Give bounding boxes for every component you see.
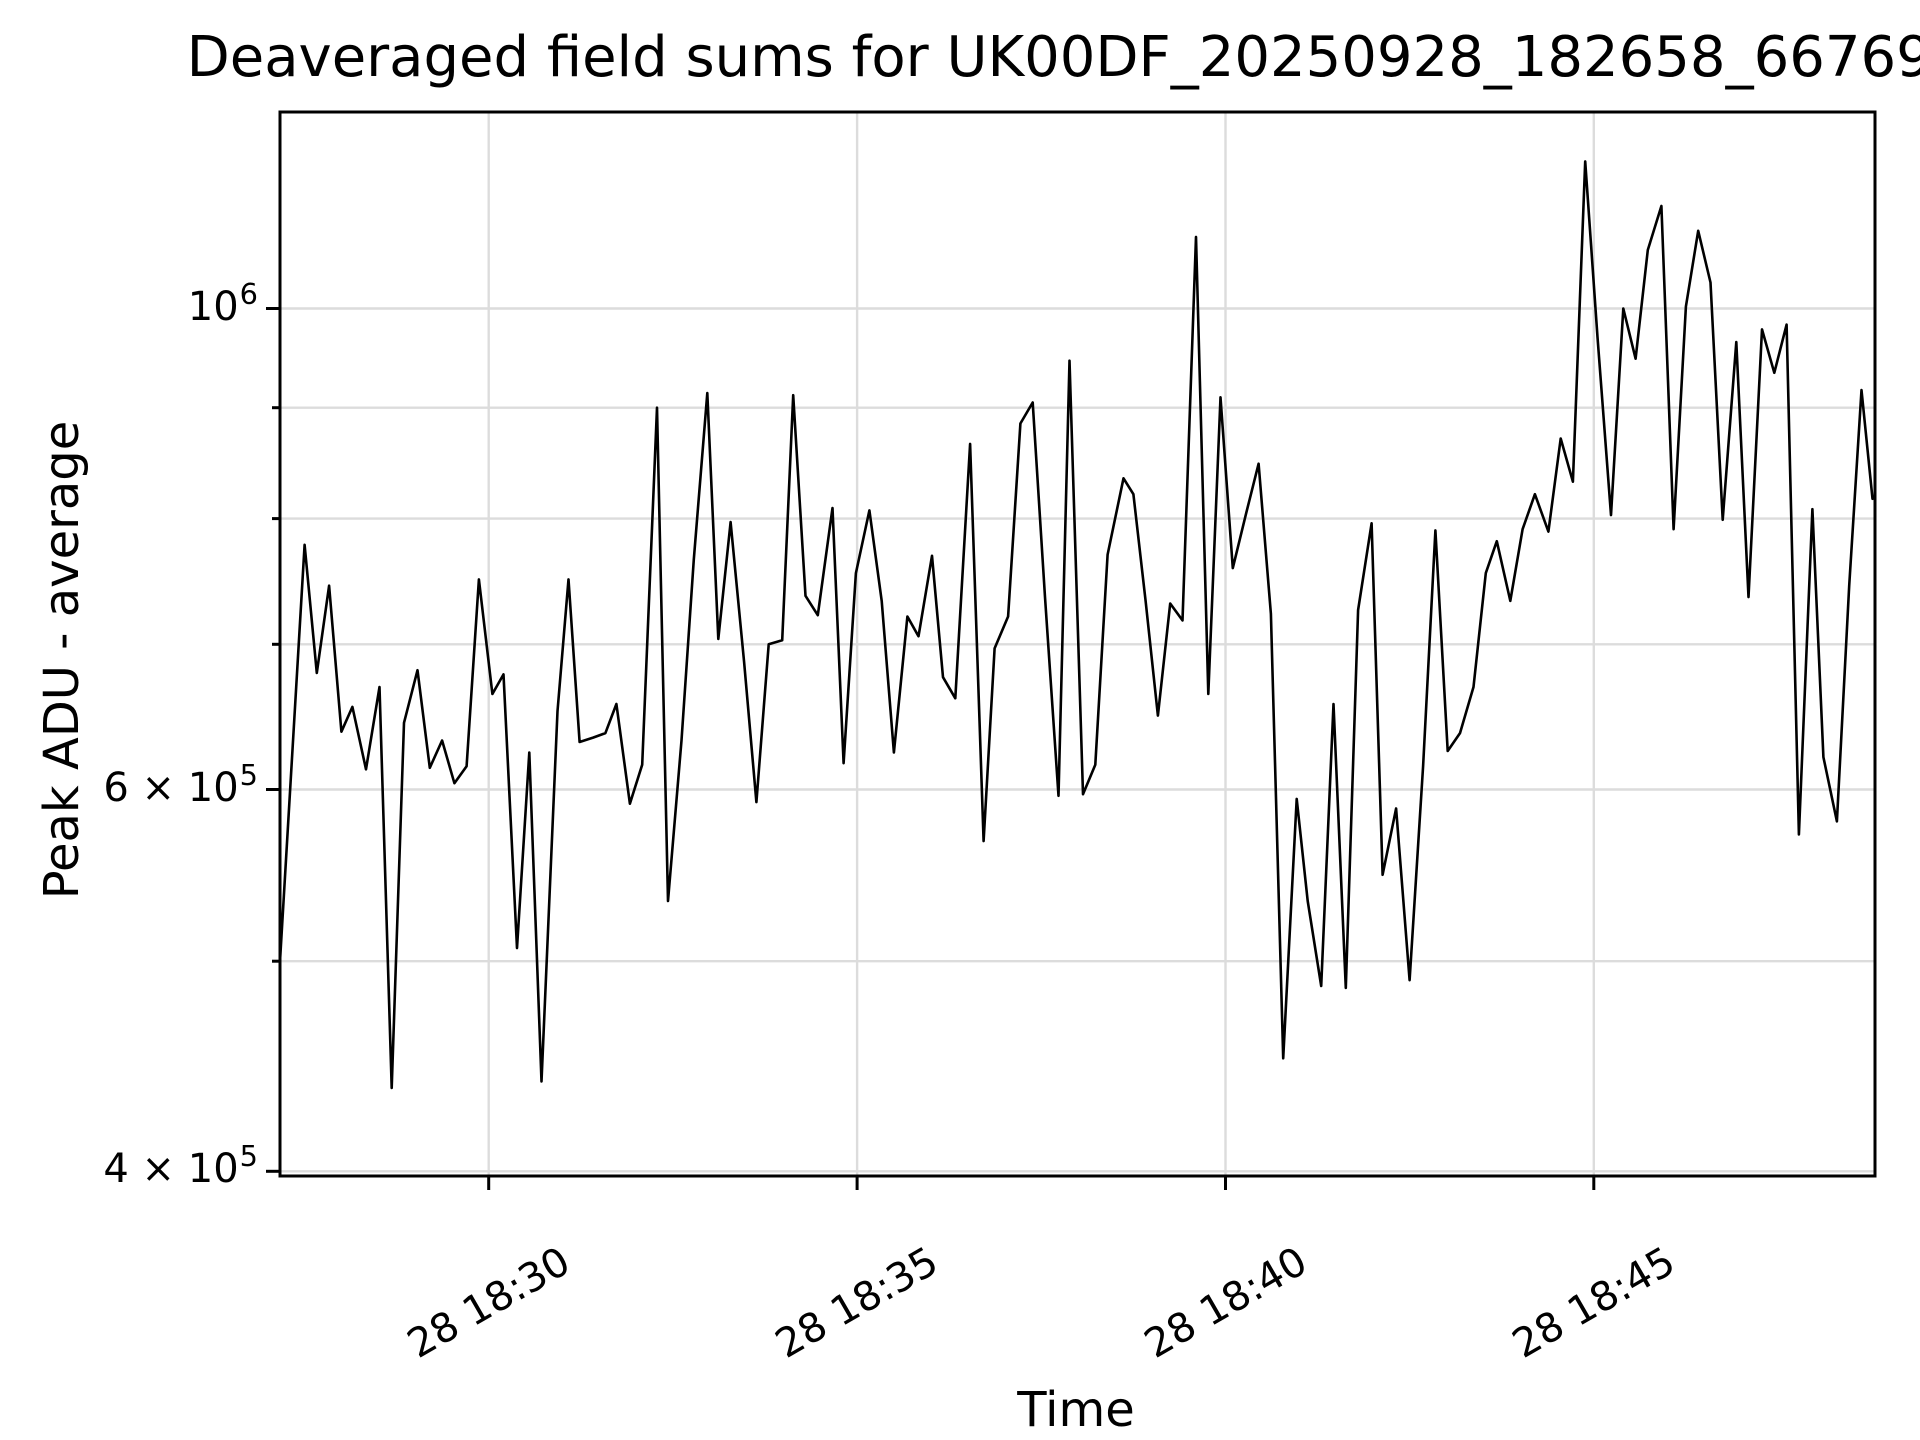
y-tick-exponent: 6 — [239, 276, 258, 311]
y-tick-mantissa: 6 × 10 — [103, 764, 239, 811]
y-tick-label-1e6: 106 — [187, 277, 258, 330]
y-tick-label-4e5: 4 × 105 — [103, 1140, 258, 1193]
y-tick-mantissa: 10 — [187, 283, 239, 330]
y-tick-label-6e5: 6 × 105 — [103, 758, 258, 811]
data-line — [278, 160, 1874, 1090]
chart-title: Deaveraged field sums for UK00DF_2025092… — [186, 25, 1920, 90]
plot-border — [278, 110, 1877, 1178]
y-tick-exponent: 5 — [239, 757, 258, 792]
y-axis-label: Peak ADU - average — [34, 420, 90, 900]
y-tick-exponent: 5 — [239, 1139, 258, 1174]
x-axis-label: Time — [1017, 1382, 1135, 1438]
y-tick-mantissa: 4 × 10 — [103, 1146, 239, 1193]
